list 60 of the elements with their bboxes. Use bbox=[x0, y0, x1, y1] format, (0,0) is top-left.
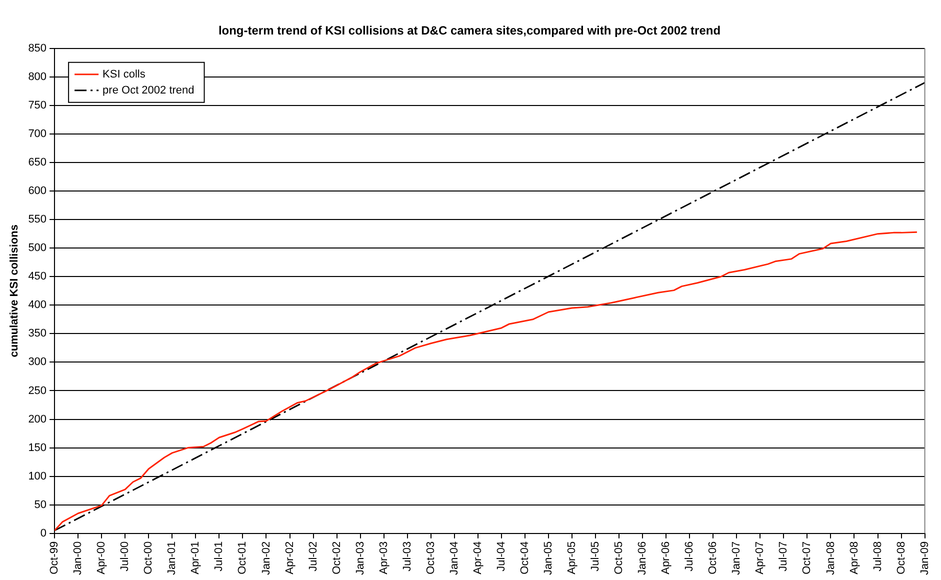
x-tick-label: Jan-08 bbox=[824, 541, 837, 576]
x-tick-label: Jan-03 bbox=[354, 541, 366, 576]
x-tick-label: Apr-08 bbox=[848, 541, 860, 574]
x-tick-label: Oct-99 bbox=[48, 541, 61, 574]
y-tick-label: 150 bbox=[28, 442, 47, 454]
x-tick-label: Jan-01 bbox=[166, 541, 178, 576]
x-tick-label: Oct-05 bbox=[613, 541, 626, 574]
x-tick-label: Oct-01 bbox=[236, 541, 249, 574]
x-tick-label: Jul-02 bbox=[307, 541, 320, 572]
x-tick-label: Oct-08 bbox=[895, 541, 908, 574]
y-tick-label: 550 bbox=[28, 214, 47, 226]
x-tick-label: Apr-02 bbox=[284, 541, 296, 574]
y-tick-label: 350 bbox=[28, 328, 47, 340]
legend-label: KSI colls bbox=[102, 68, 146, 80]
y-tick-label: 750 bbox=[28, 99, 47, 112]
x-tick-label: Jul-00 bbox=[119, 541, 132, 572]
y-tick-label: 100 bbox=[28, 470, 47, 482]
chart-title: long-term trend of KSI collisions at D&C camera sites,compared with pre-Oct 2002 trend bbox=[218, 24, 721, 38]
x-tick-label: Jan-02 bbox=[260, 541, 272, 576]
y-tick-label: 200 bbox=[28, 413, 47, 426]
x-tick-label: Jan-07 bbox=[730, 541, 743, 576]
y-tick-label: 850 bbox=[28, 42, 47, 54]
x-tick-label: Apr-03 bbox=[378, 541, 390, 574]
x-tick-label: Jul-05 bbox=[590, 541, 602, 572]
y-axis-title: cumulative KSI collisions bbox=[8, 224, 21, 358]
x-tick-label: Jan-04 bbox=[448, 541, 460, 576]
x-tick-label: Jan-00 bbox=[72, 541, 84, 576]
x-tick-label: Apr-05 bbox=[566, 541, 578, 574]
x-tick-label: Apr-00 bbox=[96, 541, 108, 574]
x-tick-label: Jul-06 bbox=[684, 541, 696, 572]
x-tick-label: Jan-05 bbox=[542, 541, 555, 576]
x-tick-label: Oct-06 bbox=[707, 541, 720, 574]
y-tick-label: 800 bbox=[28, 70, 47, 83]
y-tick-label: 450 bbox=[28, 270, 47, 283]
x-tick-label: Jan-06 bbox=[636, 541, 649, 576]
x-tick-label: Oct-02 bbox=[330, 541, 343, 574]
x-tick-label: Apr-04 bbox=[472, 541, 484, 574]
y-tick-label: 700 bbox=[28, 128, 47, 140]
x-tick-label: Jul-03 bbox=[401, 541, 414, 572]
y-tick-label: 50 bbox=[34, 498, 47, 511]
y-tick-label: 300 bbox=[28, 356, 47, 368]
x-tick-label: Oct-07 bbox=[801, 541, 814, 574]
x-tick-label: Apr-06 bbox=[660, 541, 672, 574]
x-tick-label: Jul-04 bbox=[495, 541, 508, 572]
x-tick-label: Apr-07 bbox=[754, 541, 766, 574]
y-tick-label: 650 bbox=[28, 156, 47, 169]
x-tick-label: Apr-01 bbox=[190, 541, 202, 574]
x-tick-label: Oct-04 bbox=[518, 541, 531, 574]
x-tick-label: Jan-09 bbox=[918, 541, 931, 576]
y-tick-label: 500 bbox=[28, 242, 47, 254]
x-tick-label: Jul-01 bbox=[213, 541, 226, 572]
y-tick-label: 400 bbox=[28, 299, 47, 312]
y-tick-label: 250 bbox=[28, 384, 47, 397]
x-tick-label: Oct-00 bbox=[142, 541, 155, 574]
y-tick-label: 0 bbox=[40, 527, 47, 540]
legend-label: pre Oct 2002 trend bbox=[102, 84, 194, 96]
x-tick-label: Jul-08 bbox=[872, 541, 884, 572]
x-tick-label: Jul-07 bbox=[778, 541, 790, 572]
x-tick-label: Oct-03 bbox=[424, 541, 437, 574]
y-tick-label: 600 bbox=[28, 185, 47, 198]
